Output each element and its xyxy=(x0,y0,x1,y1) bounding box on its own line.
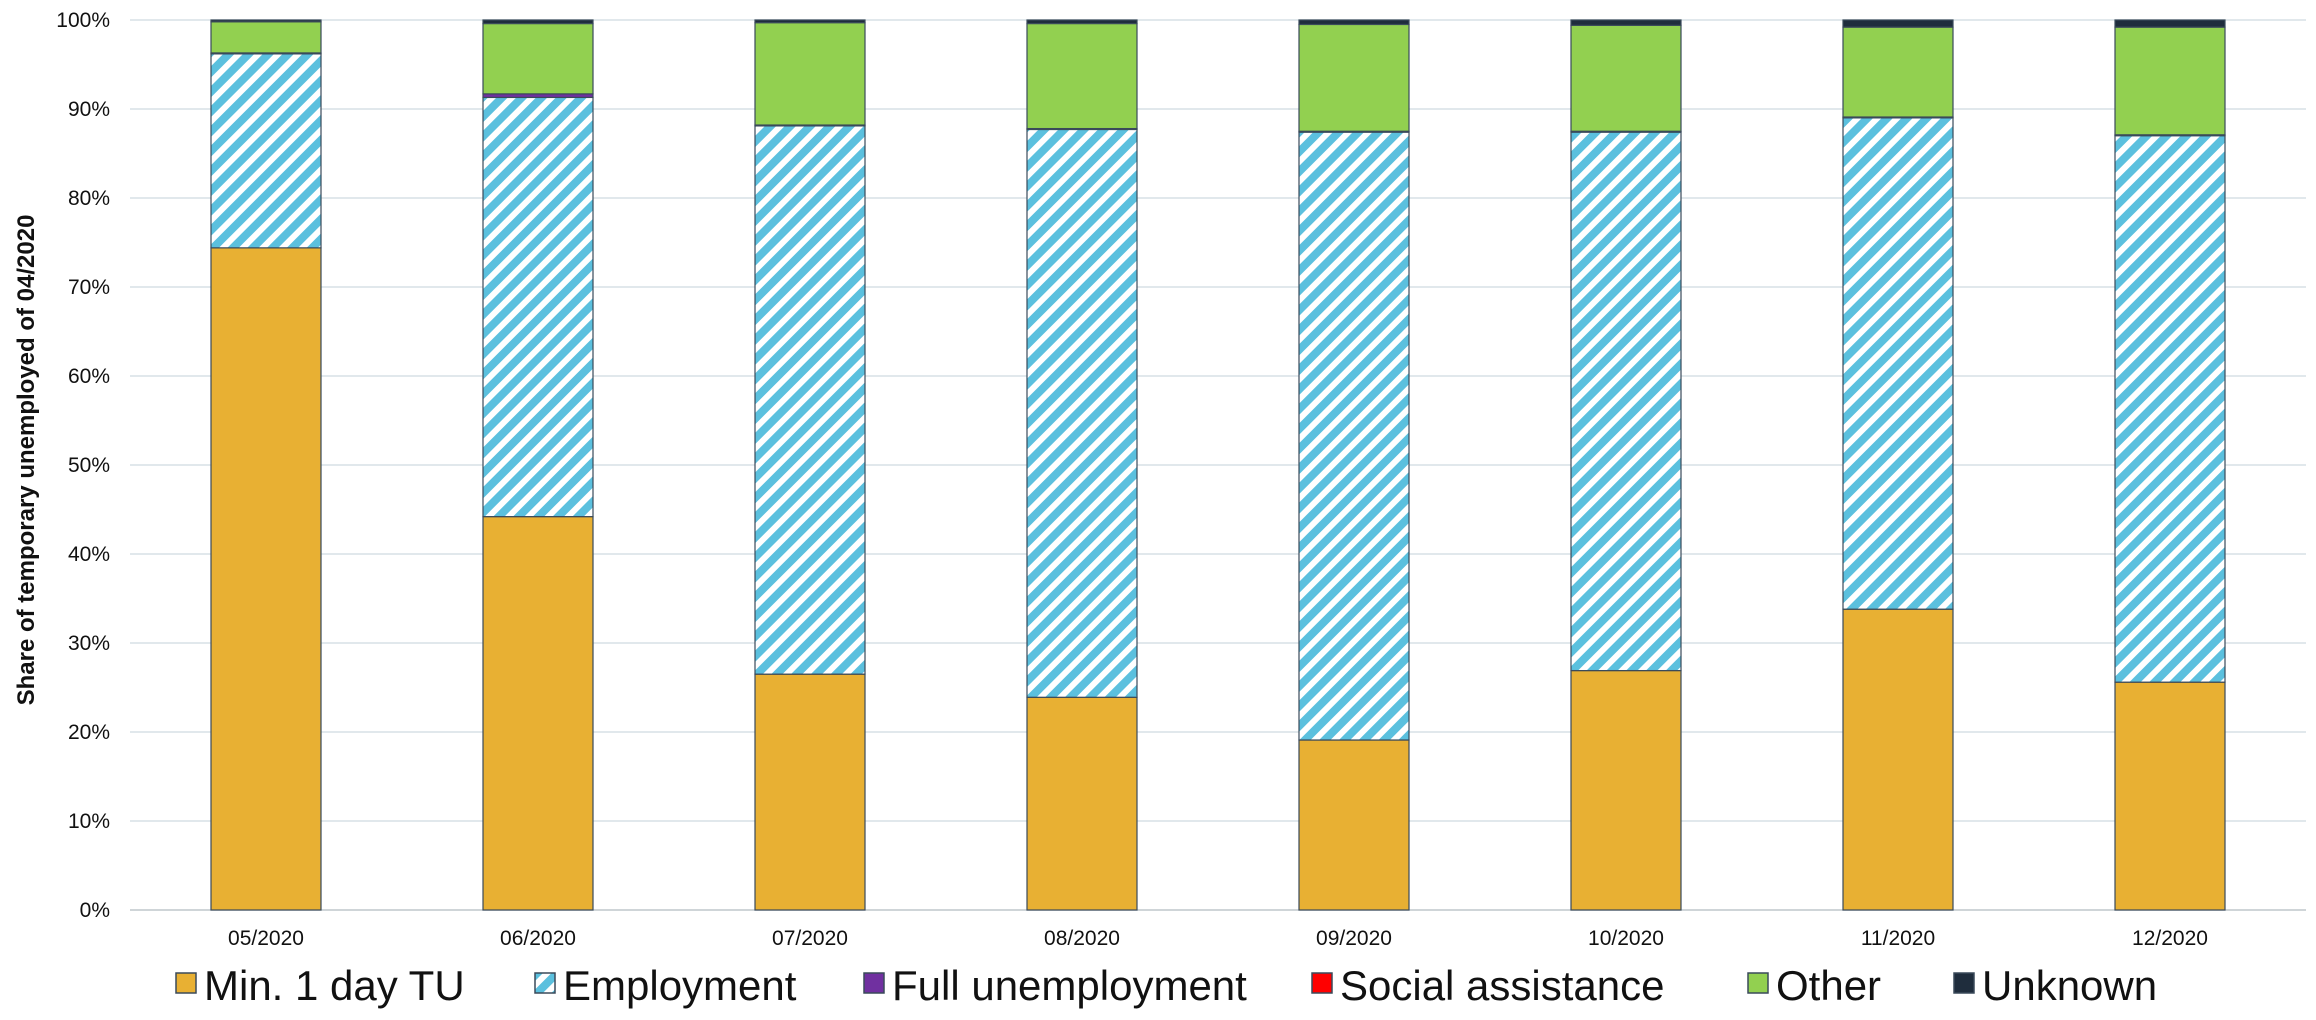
bar-segment xyxy=(2114,681,2226,911)
legend: Min. 1 day TU Employment Full unemployment… xyxy=(175,962,2157,1009)
y-tick-label: 90% xyxy=(68,98,110,121)
bar-segment xyxy=(754,673,866,911)
x-tick-label: 06/2020 xyxy=(500,927,576,950)
y-tick-label: 0% xyxy=(80,899,110,922)
y-tick-label: 70% xyxy=(68,276,110,299)
bar-segment xyxy=(1570,669,1682,911)
bar-segment xyxy=(1026,696,1138,911)
bar-segment xyxy=(2114,26,2226,136)
y-tick-label: 50% xyxy=(68,454,110,477)
bar-segment xyxy=(1570,24,1682,132)
bar-segment xyxy=(210,53,322,249)
bar-segment xyxy=(754,19,866,24)
y-tick-label: 30% xyxy=(68,632,110,655)
y-axis: 0% 10% 20% 30% 40% 50% 60% 70% 80% 90% 100% xyxy=(56,9,110,922)
bars xyxy=(210,19,2226,911)
legend-label: Unknown xyxy=(1982,962,2157,1009)
bar-segment xyxy=(1026,128,1138,698)
legend-label: Min. 1 day TU xyxy=(204,962,465,1009)
y-tick-label: 40% xyxy=(68,543,110,566)
y-tick-label: 60% xyxy=(68,365,110,388)
bar-segment xyxy=(2114,135,2226,683)
bar-segment xyxy=(754,22,866,126)
bar-segment xyxy=(1298,23,1410,132)
x-tick-label: 12/2020 xyxy=(2132,927,2208,950)
bar-segment xyxy=(1570,19,1682,26)
x-tick-label: 10/2020 xyxy=(1588,927,1664,950)
bar-segment xyxy=(1298,739,1410,911)
gridlines xyxy=(130,19,2306,911)
legend-swatch xyxy=(1747,972,1769,994)
y-tick-label: 10% xyxy=(68,810,110,833)
legend-swatch xyxy=(1953,972,1975,994)
legend-label: Employment xyxy=(563,962,797,1009)
y-axis-label: Share of temporary unemployed of 04/2020 xyxy=(13,215,40,706)
bar-segment xyxy=(1842,19,1954,28)
x-axis: 05/2020 06/2020 07/2020 08/2020 09/2020 10/20… xyxy=(228,927,2208,950)
bar-segment xyxy=(482,96,594,518)
bar-segment xyxy=(1842,117,1954,610)
legend-label: Full unemployment xyxy=(892,962,1247,1009)
y-tick-label: 20% xyxy=(68,721,110,744)
bar-segment xyxy=(482,19,594,25)
bar-segment xyxy=(1298,131,1410,741)
legend-swatch xyxy=(175,972,197,994)
x-tick-label: 08/2020 xyxy=(1044,927,1120,950)
bar-segment xyxy=(1026,22,1138,130)
bar-segment xyxy=(210,21,322,54)
legend-swatch xyxy=(863,972,885,994)
x-tick-label: 07/2020 xyxy=(772,927,848,950)
bar-segment xyxy=(1298,19,1410,26)
bar-segment xyxy=(1026,19,1138,25)
bar-segment xyxy=(2114,19,2226,28)
bar-segment xyxy=(210,247,322,911)
bar-segment xyxy=(754,125,866,675)
bar-segment xyxy=(482,516,594,911)
legend-label: Social assistance xyxy=(1340,962,1665,1009)
legend-swatch xyxy=(1311,972,1333,994)
y-tick-label: 100% xyxy=(56,9,110,32)
bar-segment xyxy=(1842,26,1954,118)
x-tick-label: 05/2020 xyxy=(228,927,304,950)
x-tick-label: 09/2020 xyxy=(1316,927,1392,950)
legend-label: Other xyxy=(1776,962,1881,1009)
x-tick-label: 11/2020 xyxy=(1861,927,1935,950)
bar-segment xyxy=(1570,131,1682,672)
legend-swatch xyxy=(534,972,556,994)
y-tick-label: 80% xyxy=(68,187,110,210)
bar-segment xyxy=(210,19,322,23)
bar-segment xyxy=(1842,608,1954,911)
bar-segment xyxy=(482,22,594,95)
